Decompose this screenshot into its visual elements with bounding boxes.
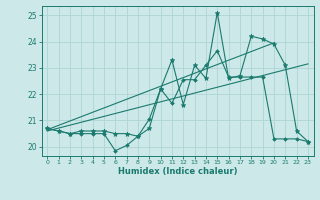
X-axis label: Humidex (Indice chaleur): Humidex (Indice chaleur) [118, 167, 237, 176]
